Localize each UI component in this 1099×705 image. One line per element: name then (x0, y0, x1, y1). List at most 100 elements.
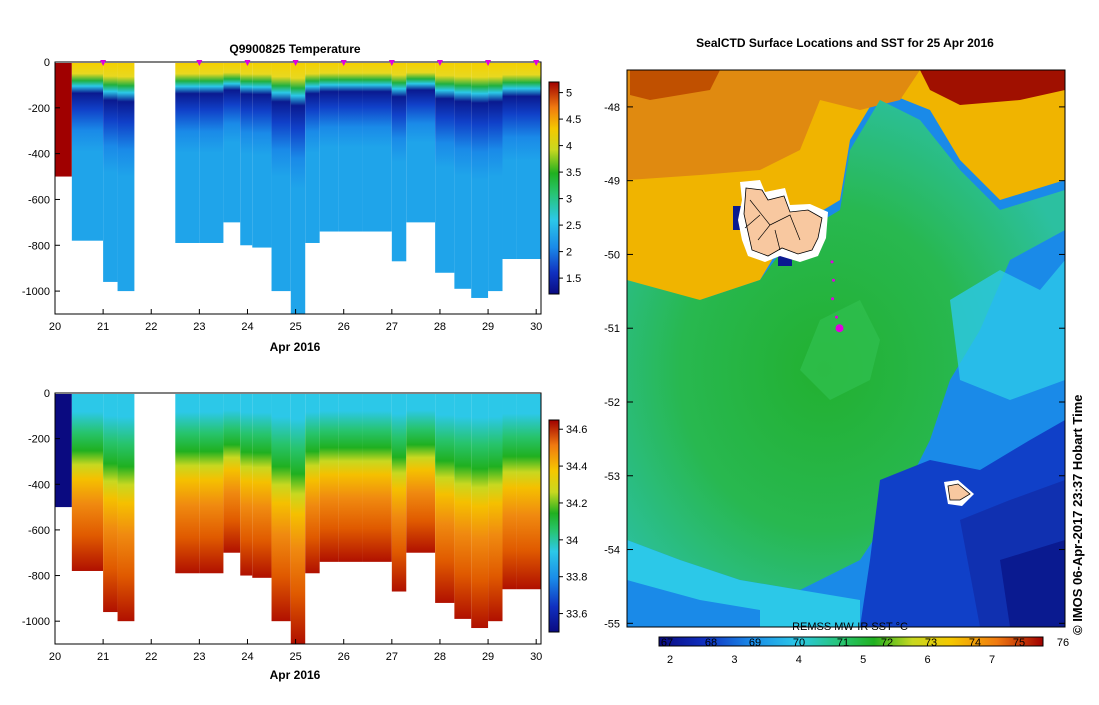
colorbar-tick-label: 5 (566, 88, 572, 100)
lat-tick-label: -54 (604, 545, 620, 557)
temperature-section-chart: Q9900825 Temperature 0 -200 -400 -600 -800 -1… (22, 42, 581, 354)
profile-column (252, 394, 272, 578)
temperature-colorbar (548, 81, 560, 295)
sst-fahrenheit-tick-label: 68 (705, 637, 717, 649)
profile-column (240, 394, 253, 576)
credit-text: © IMOS 06-Apr-2017 23:37 Hobart Time (1070, 394, 1085, 635)
surface-markers (100, 60, 540, 66)
sst-fahrenheit-tick-label: 75 (1013, 637, 1025, 649)
profile-column (305, 63, 320, 243)
salinity-x-axis: 20 21 22 23 24 25 26 27 28 29 30 (49, 639, 542, 663)
surface-marker (100, 60, 107, 66)
profile-column (391, 394, 407, 592)
profile-column (362, 63, 392, 232)
profile-column (290, 394, 306, 644)
lat-tick-label: -51 (604, 323, 620, 335)
colorbar-tick-label: 34 (566, 535, 578, 547)
surface-marker (340, 60, 347, 66)
island-large (733, 180, 828, 266)
profile-column (305, 394, 320, 574)
y-tick-label: -400 (28, 479, 50, 491)
temperature-chart-title: Q9900825 Temperature (229, 42, 361, 56)
salinity-y-axis: 0 -200 -400 -600 -800 -1000 (22, 388, 60, 628)
seal-track (830, 260, 844, 333)
map-title: SealCTD Surface Locations and SST for 25… (696, 36, 994, 50)
salinity-profile-columns (55, 394, 541, 644)
lat-tick-label: -48 (604, 102, 620, 114)
y-tick-label: 0 (44, 388, 50, 400)
sst-fahrenheit-tick-label: 74 (969, 637, 981, 649)
profile-column (223, 394, 241, 553)
x-tick-label: 29 (482, 321, 494, 333)
y-tick-label: -400 (28, 149, 50, 161)
salinity-x-label: Apr 2016 (270, 668, 321, 682)
sst-celsius-tick-label: 3 (731, 654, 737, 666)
x-tick-label: 25 (289, 321, 301, 333)
profile-column (338, 63, 363, 232)
seal-track-point (832, 278, 835, 282)
lat-tick-label: -50 (604, 249, 620, 261)
x-tick-label: 27 (386, 321, 398, 333)
y-tick-label: -800 (28, 571, 50, 583)
seal-track-point (835, 315, 838, 319)
temperature-x-axis: 20 21 22 23 24 25 26 27 28 29 30 (49, 309, 542, 333)
y-tick-label: -600 (28, 525, 50, 537)
y-tick-label: -200 (28, 434, 50, 446)
x-tick-label: 21 (97, 321, 109, 333)
salinity-section-chart: 0-200-400-600-800-1000 20 21 22 23 24 25 26 27 2… (22, 388, 588, 682)
x-tick-label: 28 (434, 651, 446, 663)
x-tick-label: 24 (241, 321, 253, 333)
sst-fahrenheit-tick-label: 71 (837, 637, 849, 649)
profile-column (502, 394, 517, 590)
sst-fahrenheit-tick-label: 69 (749, 637, 761, 649)
profile-column (103, 63, 118, 282)
x-tick-label: 23 (193, 321, 205, 333)
profile-column (71, 394, 104, 571)
x-tick-label: 22 (145, 651, 157, 663)
colorbar-tick-label: 33.6 (566, 609, 587, 621)
profile-column (454, 394, 472, 619)
sst-fahrenheit-tick-label: 70 (793, 637, 805, 649)
surface-marker (292, 60, 299, 66)
sst-celsius-tick-label: 4 (796, 654, 802, 666)
sst-celsius-tick-label: 6 (925, 654, 931, 666)
x-tick-label: 23 (193, 651, 205, 663)
seal-current-position (835, 324, 844, 333)
colorbar-tick-label: 4.5 (566, 114, 581, 126)
colorbar-tick-label: 1.5 (566, 273, 581, 285)
profile-column (502, 63, 517, 260)
profile-column (290, 63, 306, 314)
x-tick-label: 28 (434, 321, 446, 333)
profile-column (471, 394, 489, 629)
profile-column (117, 394, 135, 622)
temperature-plot-frame (54, 61, 542, 315)
profile-column (199, 394, 224, 574)
x-tick-label: 20 (49, 321, 61, 333)
colorbar-tick-label: 2 (566, 247, 572, 259)
lat-tick-label: -52 (604, 397, 620, 409)
sst-fahrenheit-tick-label: 73 (925, 637, 937, 649)
profile-column (71, 63, 104, 241)
colorbar-tick-label: 34.2 (566, 498, 587, 510)
colorbar-tick-label: 3 (566, 194, 572, 206)
lat-tick-label: -53 (604, 471, 620, 483)
x-tick-label: 24 (241, 651, 253, 663)
salinity-colorbar-ticks: 33.6 33.8 34 34.2 34.4 34.6 (559, 424, 587, 621)
profile-column (55, 394, 72, 508)
profile-column (252, 63, 272, 248)
sst-celsius-tick-label: 5 (860, 654, 866, 666)
profile-column (454, 63, 472, 289)
sst-celsius-tick-label: 2 (667, 654, 673, 666)
profile-column (488, 63, 503, 292)
salinity-plot-frame (54, 392, 542, 645)
lat-tick-label: -49 (604, 176, 620, 188)
map-frame (626, 69, 1066, 628)
surface-marker (485, 60, 492, 66)
sst-fahrenheit-tick-label: 67 (661, 637, 673, 649)
y-tick-label: -800 (28, 240, 50, 252)
colorbar-tick-label: 34.6 (566, 424, 587, 436)
profile-column (488, 394, 503, 622)
sst-field (627, 70, 1065, 627)
profile-column (362, 394, 392, 562)
sst-colorbar-fahrenheit-ticks: 67 68 69 70 71 72 73 74 75 76 (661, 637, 1069, 649)
